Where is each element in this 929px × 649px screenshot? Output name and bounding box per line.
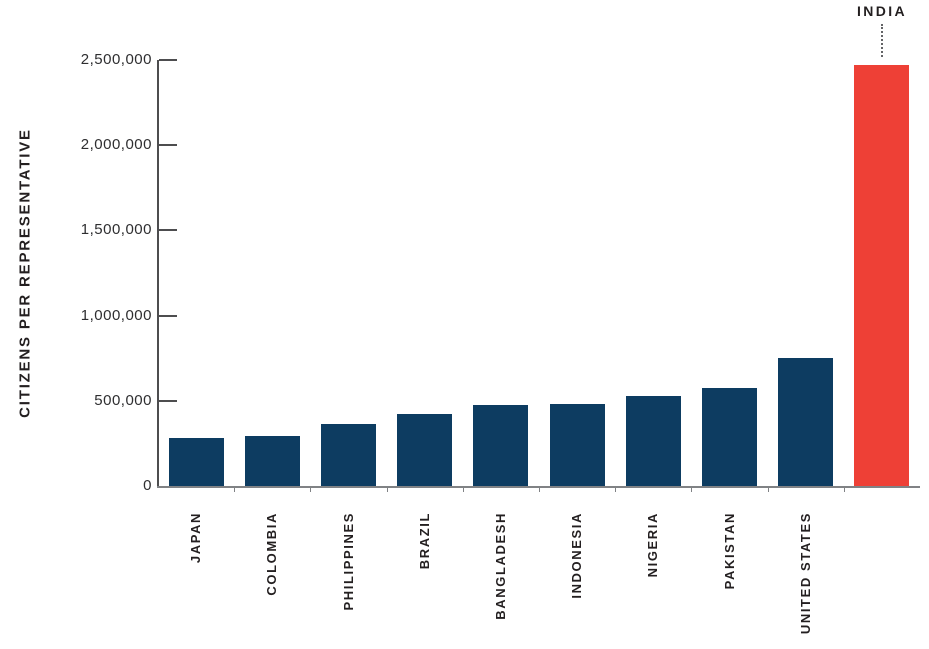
bar-indonesia — [549, 404, 605, 486]
bar-cell-bangladesh — [463, 60, 539, 486]
plot-area — [158, 60, 920, 486]
x-tick-mark — [843, 488, 845, 492]
bar-brazil — [397, 414, 453, 486]
x-label-nigeria: NIGERIA — [645, 512, 661, 578]
y-tick-label-1-000-000: 1,000,000 — [80, 306, 152, 324]
y-tick-label-1-500-000: 1,500,000 — [80, 221, 152, 239]
x-label-united-states: UNITED STATES — [797, 512, 813, 635]
y-tick-mark — [159, 314, 177, 317]
bar-bangladesh — [473, 405, 529, 486]
bar-cell-india — [844, 60, 920, 486]
x-label-japan: JAPAN — [188, 512, 204, 564]
x-tick-mark — [234, 488, 236, 492]
y-tick-label-2-000-000: 2,000,000 — [80, 136, 152, 154]
bar-cell-pakistan — [691, 60, 767, 486]
y-tick-mark — [159, 59, 177, 61]
x-label-philippines: PHILIPPINES — [340, 512, 356, 611]
annotation-india-dotted-line — [881, 24, 883, 57]
y-tick-mark — [159, 144, 177, 147]
bar-united-states — [778, 358, 834, 486]
y-axis-line — [157, 60, 159, 487]
y-tick-mark — [159, 399, 177, 402]
x-tick-mark — [691, 488, 693, 492]
y-tick-label-0: 0 — [143, 477, 152, 494]
annotation-india-label: INDIA — [856, 3, 908, 19]
bar-cell-indonesia — [539, 60, 615, 486]
bar-cell-japan — [158, 60, 234, 486]
y-tick-mark — [159, 229, 177, 232]
bar-pakistan — [702, 388, 758, 486]
x-tick-mark — [462, 488, 464, 492]
y-tick-label-2-500-000: 2,500,000 — [80, 51, 152, 68]
bar-cell-nigeria — [615, 60, 691, 486]
x-tick-mark — [615, 488, 617, 492]
x-axis-line — [157, 486, 920, 488]
bar-cell-brazil — [387, 60, 463, 486]
x-label-indonesia: INDONESIA — [569, 512, 585, 599]
bar-cell-united-states — [768, 60, 844, 486]
bar-cell-philippines — [310, 60, 386, 486]
x-label-bangladesh: BANGLADESH — [492, 512, 508, 620]
x-label-colombia: COLOMBIA — [264, 512, 280, 596]
x-tick-mark — [539, 488, 540, 492]
bar-japan — [168, 438, 224, 486]
bar-nigeria — [625, 395, 681, 486]
x-tick-mark — [310, 488, 312, 492]
y-axis-title: CITIZENS PER REPRESENTATIVE — [16, 128, 34, 418]
x-tick-mark — [767, 488, 769, 492]
bar-india — [854, 65, 910, 486]
bar-cell-colombia — [234, 60, 310, 486]
bar-colombia — [244, 435, 300, 486]
x-label-pakistan: PAKISTAN — [721, 512, 737, 590]
x-label-brazil: BRAZIL — [416, 512, 432, 570]
bar-philippines — [321, 423, 376, 486]
y-tick-label-500-000: 500,000 — [94, 391, 152, 409]
x-tick-mark — [386, 488, 388, 492]
